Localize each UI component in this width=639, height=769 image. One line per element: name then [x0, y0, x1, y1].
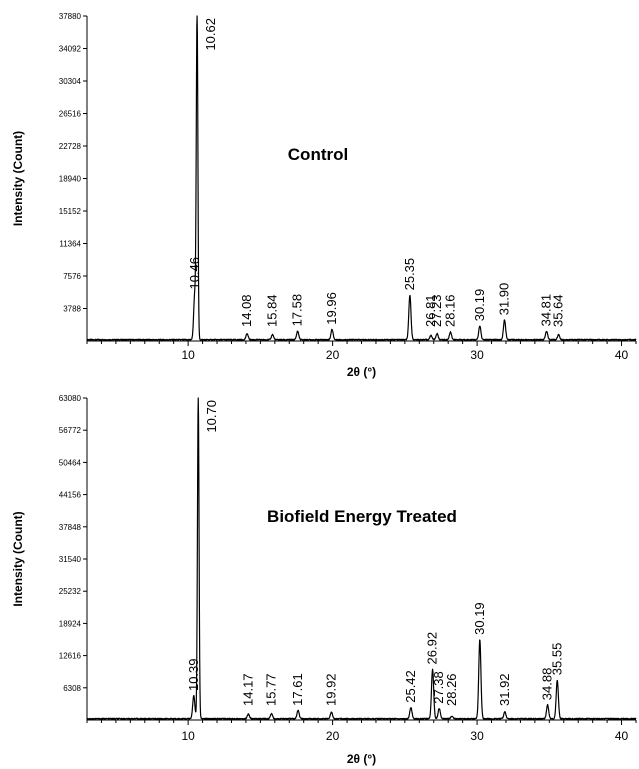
treated-y-axis-title: Intensity (Count)	[11, 511, 25, 606]
treated-y-tick-label: 37848	[59, 523, 82, 532]
control-x-tick-label: 20	[326, 348, 340, 362]
treated-peak-label: 10.70	[204, 400, 219, 433]
treated-peak-label: 14.17	[240, 673, 255, 706]
control-peak-label: 35.64	[551, 294, 566, 327]
control-peak-label: 27.23	[429, 294, 444, 327]
treated-x-tick-label: 10	[181, 729, 195, 743]
control-y-axis-title: Intensity (Count)	[11, 131, 25, 226]
treated-peak-label: 30.19	[472, 602, 487, 635]
control-y-tick-label: 18940	[59, 175, 82, 184]
treated-chart-title: Biofield Energy Treated	[267, 507, 457, 526]
treated-y-tick-label: 12616	[59, 652, 82, 661]
treated-peak-label: 31.92	[497, 673, 512, 706]
control-y-tick-label: 7576	[63, 272, 81, 281]
treated-peak-label: 35.55	[549, 643, 564, 676]
control-peak-label: 25.35	[402, 258, 417, 291]
control-x-tick-label: 10	[181, 348, 195, 362]
treated-y-tick-label: 56772	[59, 426, 82, 435]
control-xrd-trace	[86, 15, 637, 341]
control-peak-label: 28.16	[442, 294, 457, 327]
treated-x-axis-title: 2θ (°)	[347, 752, 376, 766]
treated-peak-label: 17.61	[290, 673, 305, 706]
control-x-tick-label: 40	[615, 348, 629, 362]
treated-y-tick-label: 31540	[59, 555, 82, 564]
treated-xrd-trace	[86, 397, 637, 720]
treated-y-tick-label: 44156	[59, 491, 82, 500]
control-peak-label: 17.58	[290, 294, 305, 327]
control-y-tick-label: 15152	[59, 207, 82, 216]
treated-y-tick-label: 63080	[59, 394, 82, 403]
treated-x-tick-label: 30	[470, 729, 484, 743]
treated-y-tick-label: 6308	[63, 684, 81, 693]
control-peak-label: 15.84	[265, 294, 280, 327]
control-peak-label: 19.96	[324, 292, 339, 325]
control-peak-label: 10.46	[187, 257, 202, 290]
control-y-tick-label: 30304	[59, 77, 82, 86]
treated-peak-label: 28.26	[444, 673, 459, 706]
control-peak-label: 26.81	[423, 294, 438, 327]
control-y-tick-label: 11364	[59, 240, 81, 249]
control-chart-title: Control	[288, 145, 348, 164]
control-peak-label: 10.62	[203, 18, 218, 51]
treated-panel: 6308 12616 18924 25232 31540 37848 44156 50464 5…	[11, 394, 637, 766]
treated-x-tick-label: 40	[615, 729, 629, 743]
treated-peak-label: 27.38	[431, 671, 446, 704]
control-y-tick-label: 37880	[59, 12, 82, 21]
control-y-tick-label: 22728	[59, 142, 82, 151]
control-peak-label: 30.19	[472, 289, 487, 322]
treated-x-tick-label: 20	[326, 729, 340, 743]
treated-y-tick-label: 50464	[59, 458, 82, 467]
control-peak-label: 14.08	[239, 294, 254, 327]
control-peak-label: 31.90	[497, 283, 512, 316]
treated-y-tick-label: 25232	[59, 587, 82, 596]
control-y-tick-label: 34092	[59, 45, 82, 54]
treated-peak-label: 19.92	[323, 673, 338, 706]
control-panel: 3788 7576 11364 15152 18940 22728 26516 30304 34…	[11, 12, 637, 379]
treated-peak-label: 25.42	[403, 670, 418, 703]
control-x-axis-title: 2θ (°)	[347, 365, 376, 379]
control-peak-label: 34.81	[539, 294, 554, 327]
control-y-tick-label: 3788	[63, 305, 81, 314]
control-y-tick-label: 26516	[59, 110, 82, 119]
treated-y-tick-label: 18924	[59, 619, 82, 628]
treated-peak-label: 15.77	[263, 673, 278, 706]
treated-peak-label: 34.88	[540, 668, 555, 701]
treated-peak-label: 26.92	[425, 632, 440, 665]
treated-peak-label: 10.39	[186, 658, 201, 691]
control-x-tick-label: 30	[470, 348, 484, 362]
